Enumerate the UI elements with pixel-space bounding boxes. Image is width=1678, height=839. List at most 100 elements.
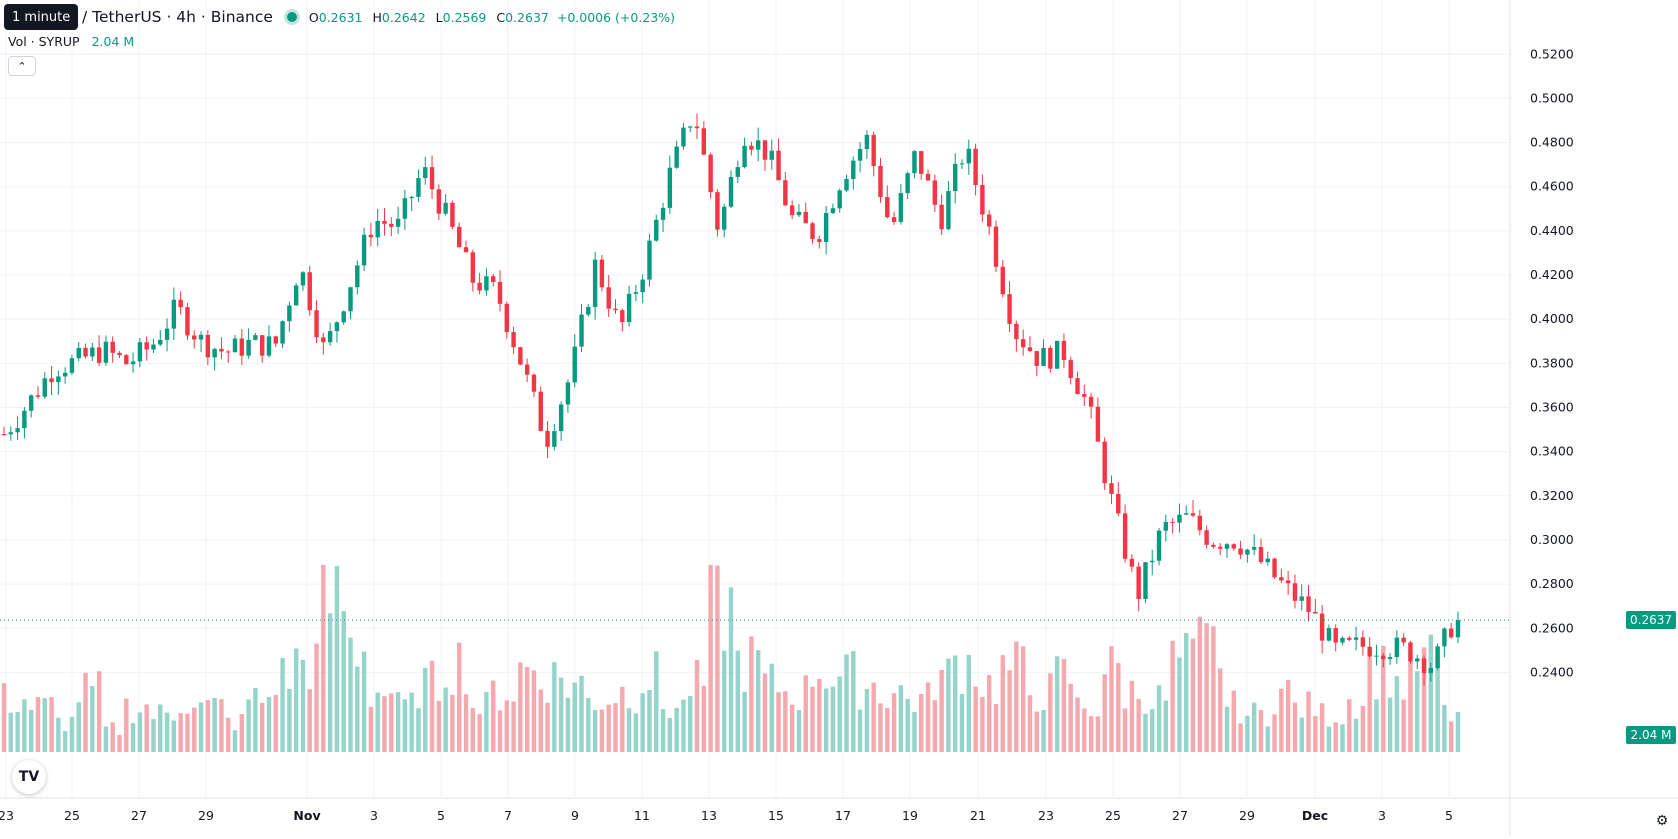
volume-bar bbox=[15, 711, 20, 752]
volume-bar bbox=[1177, 657, 1182, 752]
candle-body bbox=[504, 303, 509, 333]
volume-bar bbox=[103, 726, 109, 752]
volume-bar bbox=[1353, 718, 1359, 752]
volume-bar bbox=[1435, 659, 1440, 752]
candle-body bbox=[1231, 544, 1236, 549]
candle-body bbox=[1455, 620, 1461, 638]
y-axis-label: 0.4200 bbox=[1530, 267, 1574, 282]
candle-body bbox=[1075, 378, 1080, 395]
volume-bar bbox=[1020, 646, 1026, 752]
candle-body bbox=[681, 127, 686, 147]
candle-body bbox=[1360, 637, 1366, 647]
candle-body bbox=[232, 338, 238, 353]
volume-bar bbox=[219, 699, 224, 752]
candle-body bbox=[205, 334, 211, 358]
candle-body bbox=[144, 342, 149, 350]
candle-body bbox=[1163, 521, 1169, 531]
candle-body bbox=[490, 276, 496, 282]
candle-body bbox=[1313, 611, 1318, 614]
volume-bar bbox=[69, 716, 75, 752]
candle-body bbox=[429, 167, 435, 190]
volume-bar bbox=[1102, 674, 1107, 752]
candle-body bbox=[905, 173, 910, 194]
volume-bar bbox=[1000, 655, 1005, 752]
volume-bar bbox=[314, 643, 319, 752]
x-axis-label: 3 bbox=[1378, 808, 1386, 823]
candle-body bbox=[1374, 655, 1379, 657]
candle-body bbox=[1204, 530, 1209, 545]
volume-bar bbox=[1401, 699, 1406, 752]
symbol-title[interactable]: / TetherUS · 4h · Binance bbox=[82, 8, 273, 26]
volume-bar bbox=[144, 704, 149, 752]
volume-bar bbox=[830, 686, 836, 752]
volume-bar bbox=[1265, 726, 1270, 752]
y-axis-label: 0.3400 bbox=[1530, 444, 1574, 459]
volume-bar bbox=[1428, 634, 1434, 752]
candle-body bbox=[755, 140, 761, 150]
candle-body bbox=[348, 287, 353, 312]
volume-bar bbox=[586, 697, 591, 752]
ohlc-values: O0.2631 H0.2642 L0.2569 C0.2637 bbox=[309, 10, 549, 25]
candle-body bbox=[762, 140, 768, 160]
volume-bar bbox=[1421, 647, 1427, 752]
volume-bar bbox=[35, 696, 41, 752]
x-axis-label: 11 bbox=[634, 808, 650, 823]
candle-body bbox=[769, 150, 774, 160]
candle-body bbox=[219, 348, 224, 352]
candle-body bbox=[69, 358, 75, 373]
volume-bar bbox=[755, 650, 761, 752]
volume-bar bbox=[1251, 702, 1257, 752]
volume-bar bbox=[796, 710, 802, 752]
candle-body bbox=[395, 218, 401, 227]
volume-bar bbox=[986, 675, 992, 752]
candle-body bbox=[1048, 347, 1053, 369]
volume-bar bbox=[1258, 710, 1264, 752]
volume-bar bbox=[266, 697, 272, 752]
candle-body bbox=[1428, 668, 1434, 674]
volume-bar bbox=[898, 685, 904, 752]
candle-body bbox=[1387, 657, 1393, 660]
x-axis-label: 7 bbox=[504, 808, 512, 823]
tradingview-logo-icon[interactable]: TV bbox=[12, 760, 46, 794]
candle-body bbox=[1122, 513, 1128, 559]
candle-body bbox=[307, 272, 312, 311]
candle-body bbox=[110, 341, 115, 353]
volume-bar bbox=[789, 704, 795, 752]
volume-bar bbox=[1041, 710, 1046, 752]
gear-icon[interactable]: ⚙ bbox=[1655, 813, 1669, 829]
candle-body bbox=[212, 348, 217, 358]
candle-body bbox=[694, 126, 700, 129]
candle-body bbox=[1299, 596, 1304, 601]
volume-bar bbox=[280, 658, 285, 752]
volume-bar bbox=[912, 711, 917, 752]
candle-body bbox=[158, 339, 163, 345]
volume-bar bbox=[429, 660, 435, 752]
volume-bar bbox=[769, 663, 774, 752]
ohlc-low: L0.2569 bbox=[435, 9, 487, 25]
candle-body bbox=[531, 374, 537, 392]
volume-bar bbox=[1408, 660, 1413, 752]
candle-body bbox=[667, 167, 673, 208]
y-axis-label: 0.4600 bbox=[1530, 179, 1574, 194]
volume-bar bbox=[259, 702, 265, 752]
candle-body bbox=[1061, 340, 1067, 361]
y-axis-label: 0.3800 bbox=[1530, 355, 1574, 370]
volume-bar bbox=[613, 703, 618, 752]
candle-body bbox=[103, 341, 109, 363]
candle-body bbox=[1347, 637, 1352, 640]
x-axis-label: Dec bbox=[1302, 808, 1328, 823]
candle-body bbox=[137, 342, 143, 362]
candle-body bbox=[1034, 351, 1039, 366]
volume-bar bbox=[939, 669, 944, 752]
volume-bar bbox=[681, 699, 686, 752]
candle-body bbox=[1020, 339, 1026, 348]
volume-bar bbox=[993, 704, 999, 752]
candle-body bbox=[1217, 546, 1223, 549]
volume-bar bbox=[504, 700, 509, 752]
collapse-legend-button[interactable]: ⌃ bbox=[8, 56, 36, 76]
volume-bar bbox=[90, 686, 95, 752]
volume-label[interactable]: Vol · SYRUP bbox=[8, 33, 80, 49]
volume-bar bbox=[959, 694, 965, 752]
